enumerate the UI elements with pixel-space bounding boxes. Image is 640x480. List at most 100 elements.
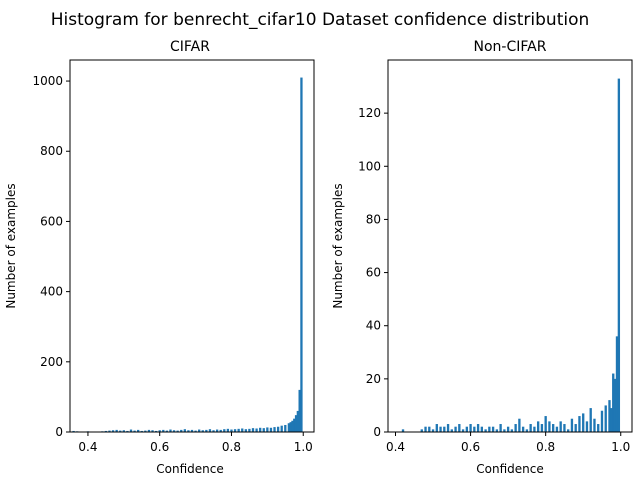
non-cifar-bar	[610, 408, 613, 432]
non-cifar-bars	[401, 78, 621, 432]
non-cifar-bar	[450, 429, 453, 432]
cifar-bar	[223, 429, 226, 432]
non-cifar-y-tick-label: 0	[373, 425, 381, 439]
cifar-x-tick-label: 0.6	[150, 440, 169, 454]
non-cifar-bar	[525, 429, 529, 432]
cifar-bar	[262, 428, 265, 432]
cifar-bar	[287, 423, 291, 432]
non-cifar-bar	[570, 418, 574, 432]
cifar-bar	[201, 430, 204, 432]
cifar-bar	[165, 430, 169, 432]
cifar-bar	[180, 429, 183, 432]
non-cifar-bar	[514, 424, 517, 432]
cifar-bar	[115, 429, 118, 432]
cifar-bar	[137, 429, 140, 432]
cifar-bar	[129, 429, 133, 432]
non-cifar-bar	[420, 429, 423, 432]
cifar-bar	[119, 430, 122, 432]
cifar-y-tick-label: 1000	[32, 74, 63, 88]
cifar-y-tick-label: 200	[40, 355, 63, 369]
cifar-bar	[144, 430, 147, 432]
non-cifar-bar	[446, 424, 450, 432]
cifar-bar	[230, 429, 233, 432]
non-cifar-bar	[608, 400, 611, 432]
non-cifar-bar	[585, 421, 589, 432]
non-cifar-bar	[435, 424, 438, 432]
non-cifar-bar	[544, 416, 547, 432]
cifar-panel-title: CIFAR	[170, 39, 210, 55]
non-cifar-bar	[540, 424, 544, 432]
non-cifar-bar	[548, 421, 551, 432]
cifar-bar	[215, 429, 219, 432]
cifar-bar	[126, 430, 129, 432]
cifar-bar	[169, 429, 172, 432]
non-cifar-panel-title: Non-CIFAR	[474, 39, 547, 55]
cifar-bar	[233, 429, 237, 432]
non-cifar-bar	[559, 421, 562, 432]
non-cifar-bar	[600, 410, 604, 432]
non-cifar-bar	[589, 408, 592, 432]
non-cifar-bar	[476, 424, 480, 432]
cifar-bar	[291, 420, 294, 432]
non-cifar-bar	[454, 426, 457, 432]
non-cifar-bar	[521, 426, 525, 432]
non-cifar-bar	[401, 429, 405, 432]
cifar-bar	[296, 410, 299, 432]
cifar-y-tick-label: 0	[55, 425, 63, 439]
cifar-bar	[255, 428, 258, 432]
cifar-bar	[266, 427, 269, 432]
non-cifar-bar	[604, 405, 607, 432]
cifar-bar	[154, 430, 158, 432]
cifar-bar	[237, 428, 240, 432]
non-cifar-x-tick-label: 0.4	[386, 440, 405, 454]
cifar-bar	[219, 429, 222, 432]
cifar-bar	[280, 425, 283, 432]
cifar-bar	[122, 430, 125, 432]
cifar-x-tick-label: 0.4	[78, 440, 97, 454]
non-cifar-bar	[582, 413, 585, 432]
non-cifar-bar	[617, 78, 621, 432]
non-cifar-bar	[536, 421, 540, 432]
cifar-bar	[244, 429, 247, 432]
cifar-bar	[72, 430, 75, 432]
cifar-bar	[140, 430, 143, 432]
non-cifar-x-tick-label: 1.0	[611, 440, 630, 454]
non-cifar-x-tick-label: 0.6	[461, 440, 480, 454]
cifar-bar	[183, 429, 186, 432]
cifar-x-tick-label: 1.0	[294, 440, 313, 454]
cifar-bar	[208, 429, 212, 432]
cifar-bar	[251, 428, 255, 432]
cifar-bar	[269, 427, 273, 432]
non-cifar-y-tick-label: 20	[366, 372, 381, 386]
non-cifar-axes-frame	[387, 59, 633, 433]
non-cifar-bar	[615, 336, 619, 432]
non-cifar-bar	[593, 418, 596, 432]
cifar-bar	[298, 389, 301, 432]
cifar-bar	[158, 430, 161, 432]
non-cifar-panel: Non-CIFAR Confidence Number of examples …	[331, 39, 633, 476]
cifar-ticks: 0.4 0.6 0.8 1.0 0 200 400 600 800 1000	[32, 74, 312, 454]
cifar-bar	[162, 429, 165, 432]
cifar-bar	[147, 429, 151, 432]
non-cifar-y-tick-label: 80	[366, 212, 381, 226]
non-cifar-bar	[578, 416, 581, 432]
non-cifar-bar	[465, 426, 468, 432]
cifar-y-tick-label: 800	[40, 144, 63, 158]
cifar-bar	[176, 430, 179, 432]
non-cifar-bar	[597, 424, 600, 432]
non-cifar-bar	[555, 426, 559, 432]
non-cifar-bar	[488, 426, 491, 432]
non-cifar-x-axis-label: Confidence	[476, 462, 543, 476]
non-cifar-bar	[529, 424, 532, 432]
non-cifar-y-tick-label: 40	[366, 319, 381, 333]
cifar-x-tick-label: 0.8	[222, 440, 241, 454]
non-cifar-bar	[473, 426, 476, 432]
figure-title: Histogram for benrecht_cifar10 Dataset c…	[51, 10, 590, 30]
non-cifar-bar	[439, 426, 442, 432]
cifar-y-tick-label: 600	[40, 214, 63, 228]
non-cifar-bar	[518, 418, 521, 432]
non-cifar-bar	[574, 424, 577, 432]
non-cifar-bar	[567, 429, 570, 432]
